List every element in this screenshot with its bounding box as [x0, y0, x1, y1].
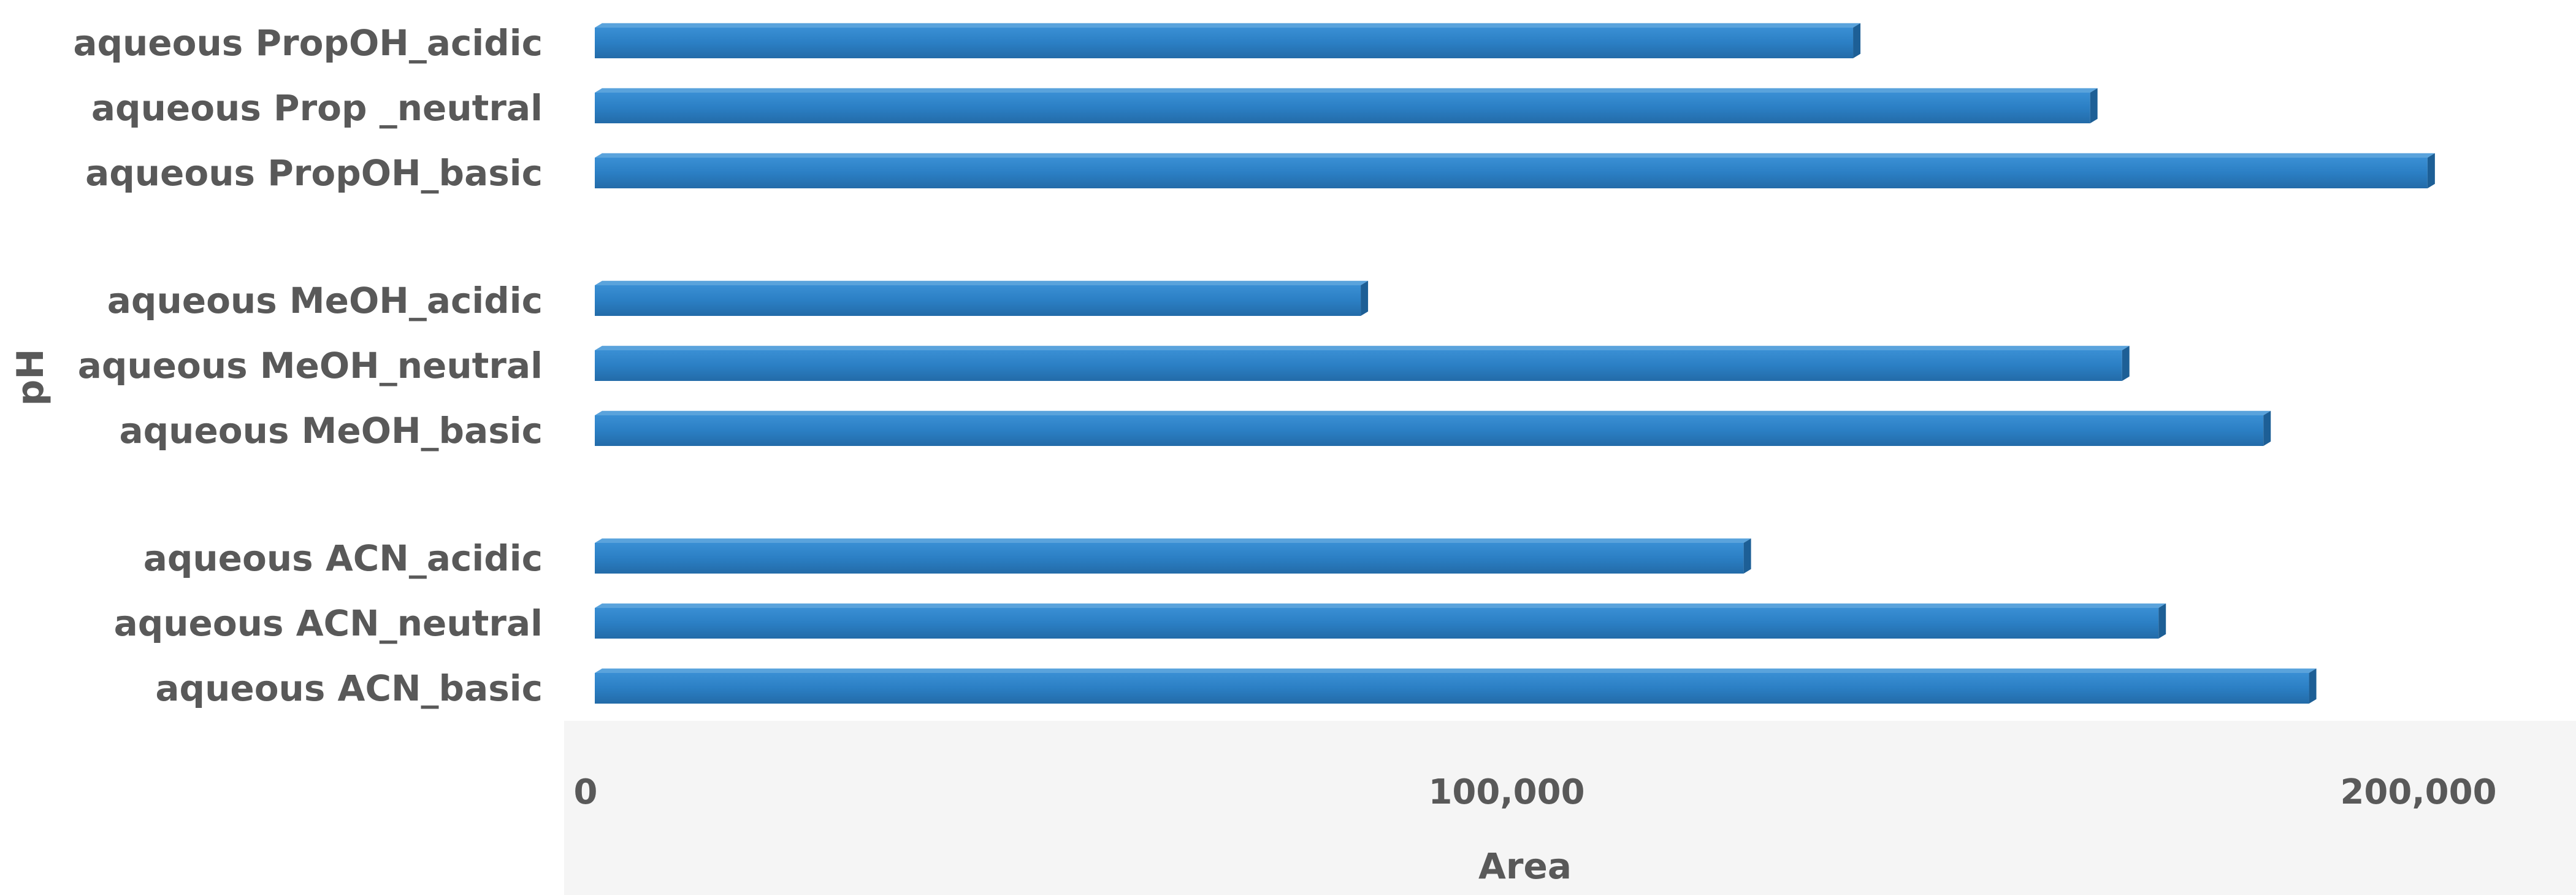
- bar-side-face: [1361, 280, 1369, 316]
- bar-top-face: [595, 345, 2130, 350]
- x-tick-label: 200,000: [2340, 772, 2496, 812]
- chart-floor: [564, 721, 2576, 895]
- bar: [595, 608, 2159, 639]
- x-tick-labels: 0 100,000 200,000: [574, 772, 2497, 812]
- bar-side-face: [2158, 603, 2166, 639]
- category-label: aqueous MeOH_acidic: [107, 280, 543, 321]
- bar: [595, 158, 2428, 188]
- bar-side-face: [2427, 153, 2435, 188]
- category-label: aqueous PropOH_basic: [85, 152, 543, 194]
- category-label: aqueous MeOH_neutral: [78, 345, 543, 386]
- x-tick-label: 100,000: [1428, 772, 1584, 812]
- bar-side-face: [2309, 668, 2317, 704]
- bar: [595, 93, 2090, 123]
- bars-layer: [595, 23, 2435, 704]
- bar: [595, 543, 1744, 574]
- bar: [595, 28, 1854, 58]
- bar-top-face: [595, 280, 1369, 285]
- bar-top-face: [595, 603, 2166, 608]
- bar: [595, 673, 2309, 704]
- category-label: aqueous ACN_neutral: [114, 602, 543, 644]
- bar-side-face: [2122, 345, 2130, 381]
- bar-top-face: [595, 153, 2435, 158]
- bar-side-face: [1743, 538, 1751, 574]
- bar: [595, 285, 1361, 316]
- bar: [595, 350, 2122, 381]
- y-axis-label: pH: [9, 348, 52, 405]
- bar-top-face: [595, 88, 2098, 93]
- bar-top-face: [595, 668, 2317, 673]
- category-label: aqueous Prop _neutral: [91, 87, 543, 129]
- x-tick-label: 0: [574, 772, 598, 812]
- bar-top-face: [595, 538, 1751, 543]
- category-label: aqueous ACN_basic: [155, 667, 543, 709]
- bar-side-face: [2090, 88, 2098, 123]
- category-label: aqueous ACN_acidic: [143, 537, 543, 579]
- category-label: aqueous PropOH_acidic: [73, 22, 543, 64]
- bar-top-face: [595, 410, 2271, 415]
- bar: [595, 415, 2264, 446]
- category-label: aqueous MeOH_basic: [120, 410, 543, 451]
- x-axis-label: Area: [1478, 845, 1572, 887]
- bar-top-face: [595, 23, 1861, 28]
- bar-side-face: [1853, 23, 1861, 58]
- bar-side-face: [2263, 410, 2271, 446]
